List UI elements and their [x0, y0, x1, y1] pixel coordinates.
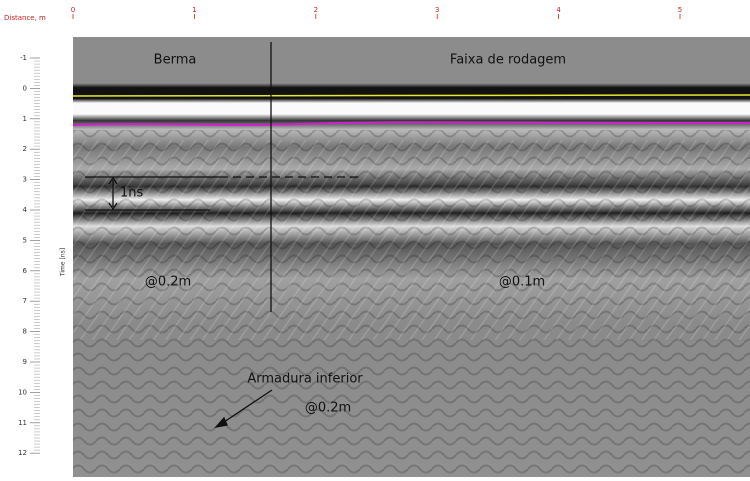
y-tick-label: 10: [18, 388, 27, 396]
zone-label: Faixa de rodagem: [450, 53, 566, 68]
x-tick-label: 2: [314, 6, 318, 14]
x-tick-label: 4: [556, 6, 561, 14]
y-tick-label: -1: [20, 54, 27, 62]
x-axis-title: Distance, m: [4, 14, 46, 22]
y-tick-label: 8: [23, 328, 27, 336]
y-tick-label: 0: [23, 84, 27, 92]
y-tick-label: 2: [23, 145, 27, 153]
x-tick-label: 0: [71, 6, 75, 14]
y-tick-label: 6: [23, 267, 28, 275]
y-tick-label: 5: [23, 236, 27, 244]
rebar-label: Armadura inferior: [247, 372, 363, 387]
y-tick-label: 7: [23, 297, 27, 305]
x-tick-label: 1: [192, 6, 196, 14]
y-tick-label: 12: [18, 449, 27, 457]
y-tick-label: 11: [18, 419, 27, 427]
zone-label: Berma: [154, 53, 197, 68]
x-tick-label: 5: [678, 6, 682, 14]
rebar-spacing-label: @0.2m: [305, 401, 351, 416]
y-tick-label: 3: [23, 176, 27, 184]
spacing-label: @0.1m: [499, 275, 545, 290]
radargram: [72, 37, 750, 477]
x-tick-label: 3: [435, 6, 439, 14]
y-tick-label: 4: [23, 206, 28, 214]
spacing-label: @0.2m: [145, 275, 191, 290]
y-axis-title: Time [ns]: [60, 248, 67, 277]
y-tick-label: 1: [23, 115, 27, 123]
y-tick-label: 9: [23, 358, 27, 366]
interval-label: 1ns: [120, 186, 144, 201]
annotation-lines: [85, 42, 360, 428]
